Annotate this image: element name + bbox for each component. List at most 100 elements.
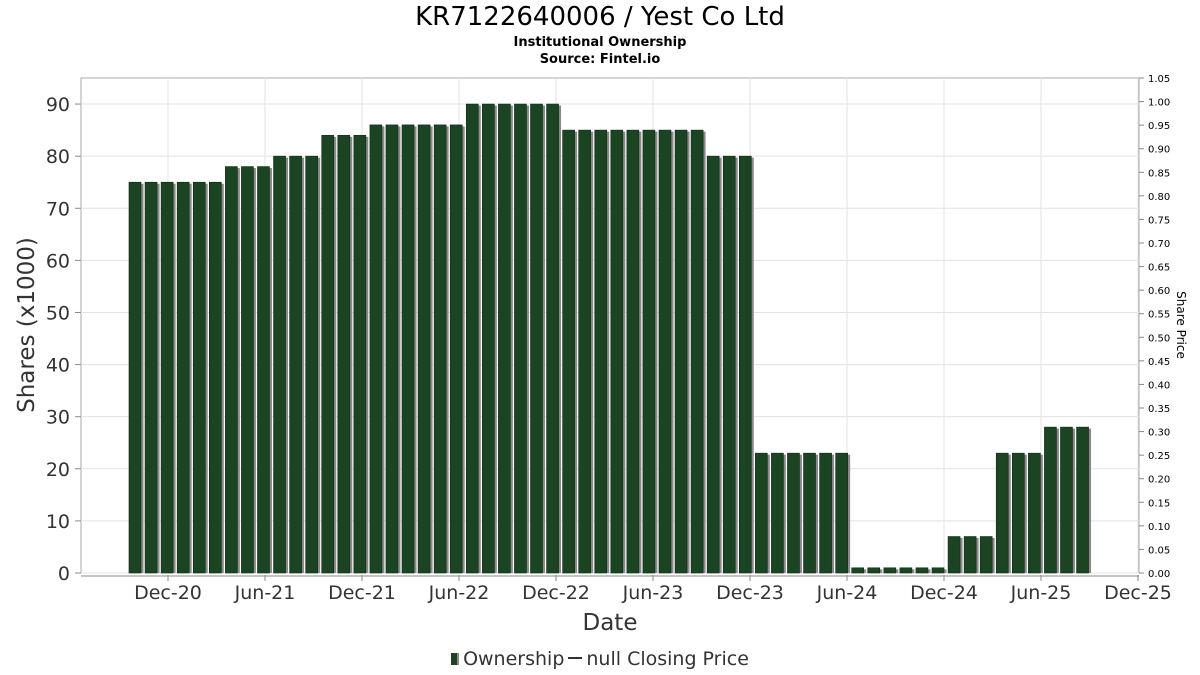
bar	[883, 567, 897, 574]
bar	[144, 181, 158, 574]
y2-tick-label: 0.85	[1148, 168, 1170, 179]
bar	[915, 567, 929, 574]
bar	[449, 124, 463, 574]
bar	[273, 155, 286, 574]
x-tick-label: Jun-24	[816, 582, 878, 604]
bar	[353, 135, 367, 574]
x-tick-label: Dec-24	[910, 582, 978, 604]
bar	[1076, 426, 1089, 574]
bar	[1044, 426, 1057, 574]
y-tick-label: 30	[46, 407, 70, 429]
bar	[225, 166, 238, 574]
bar	[160, 181, 174, 574]
bar	[433, 124, 447, 574]
y2-tick-label: 1.00	[1148, 98, 1170, 109]
y-tick-label: 70	[46, 198, 70, 220]
bar	[337, 135, 351, 574]
bar	[209, 181, 222, 574]
ownership-legend-swatch	[451, 653, 460, 665]
bar	[514, 103, 527, 574]
bar	[706, 155, 720, 574]
y2-tick-label: 0.00	[1148, 569, 1170, 580]
y-tick-label: 0	[58, 563, 70, 585]
bar	[674, 129, 688, 574]
bar	[321, 135, 335, 574]
x-tick-label: Jun-22	[428, 582, 490, 604]
y2-tick-label: 0.50	[1148, 333, 1170, 344]
y2-tick-label: 0.55	[1148, 310, 1170, 321]
bar	[257, 166, 270, 574]
y2-tick-label: 0.25	[1148, 451, 1170, 462]
bar	[963, 536, 977, 574]
legend: Ownership null Closing Price	[0, 648, 1200, 670]
y2-tick-label: 0.10	[1148, 522, 1170, 533]
bar	[771, 452, 784, 574]
y2-tick-label: 0.05	[1148, 545, 1170, 556]
bar	[658, 129, 672, 574]
x-tick-label: Dec-23	[716, 582, 784, 604]
y2-tick-label: 0.15	[1148, 498, 1170, 509]
bar	[465, 103, 479, 574]
chart-title: KR7122640006 / Yest Co Ltd	[415, 2, 785, 32]
bar	[482, 103, 495, 574]
y2-tick-label: 0.75	[1148, 215, 1170, 226]
chart-subtitle: Institutional Ownership	[513, 35, 687, 50]
y-tick-label: 60	[46, 250, 70, 272]
bar	[610, 129, 624, 574]
bar	[642, 129, 656, 574]
x-tick-label: Jun-23	[622, 582, 684, 604]
bar	[835, 452, 848, 574]
x-tick-label: Dec-25	[1104, 582, 1172, 604]
x-tick-label: Dec-22	[522, 582, 590, 604]
y2-tick-label: 0.90	[1148, 145, 1170, 156]
bar	[899, 567, 913, 574]
bar	[562, 129, 575, 574]
x-tick-label: Dec-20	[134, 582, 202, 604]
legend-ownership[interactable]: Ownership	[463, 648, 565, 670]
bar	[498, 103, 511, 574]
chart-source: Source: Fintel.io	[539, 52, 661, 67]
x-tick-label: Jun-25	[1010, 582, 1072, 604]
y2-tick-label: 0.30	[1148, 428, 1170, 439]
y-tick-label: 40	[46, 355, 70, 377]
bar	[1028, 452, 1041, 574]
y-tick-label: 50	[46, 302, 70, 324]
bar	[738, 155, 752, 574]
bar	[803, 452, 816, 574]
bar	[931, 567, 945, 574]
y2-tick-label: 0.95	[1148, 121, 1170, 132]
bar	[979, 536, 993, 574]
bar	[1011, 452, 1025, 574]
bar	[385, 124, 399, 574]
bar	[1060, 426, 1073, 574]
bar	[594, 129, 608, 574]
y2-axis-label: Share Price	[1174, 291, 1188, 359]
y-tick-label: 90	[46, 94, 70, 116]
bar	[755, 452, 768, 574]
y-tick-label: 20	[46, 459, 70, 481]
bar	[690, 129, 704, 574]
bar	[241, 166, 254, 574]
bar	[417, 124, 431, 574]
bar	[722, 155, 736, 574]
y2-tick-label: 0.45	[1148, 357, 1170, 368]
bar	[128, 181, 142, 574]
legend-price[interactable]: null Closing Price	[586, 648, 749, 670]
bar	[530, 103, 543, 574]
bar	[819, 452, 832, 574]
bar	[947, 536, 961, 574]
bar	[578, 129, 591, 574]
x-tick-label: Dec-21	[328, 582, 396, 604]
y2-tick-label: 0.35	[1148, 404, 1170, 415]
bar	[867, 567, 881, 574]
x-axis-label: Date	[583, 610, 638, 636]
y-axis-label: Shares (x1000)	[14, 237, 40, 413]
bar	[369, 124, 383, 574]
y2-tick-label: 0.40	[1148, 380, 1170, 391]
y2-tick-label: 0.65	[1148, 263, 1170, 274]
y2-tick-label: 0.20	[1148, 475, 1170, 486]
y2-tick-label: 0.60	[1148, 286, 1170, 297]
y2-tick-label: 0.70	[1148, 239, 1170, 250]
bar	[546, 103, 559, 574]
